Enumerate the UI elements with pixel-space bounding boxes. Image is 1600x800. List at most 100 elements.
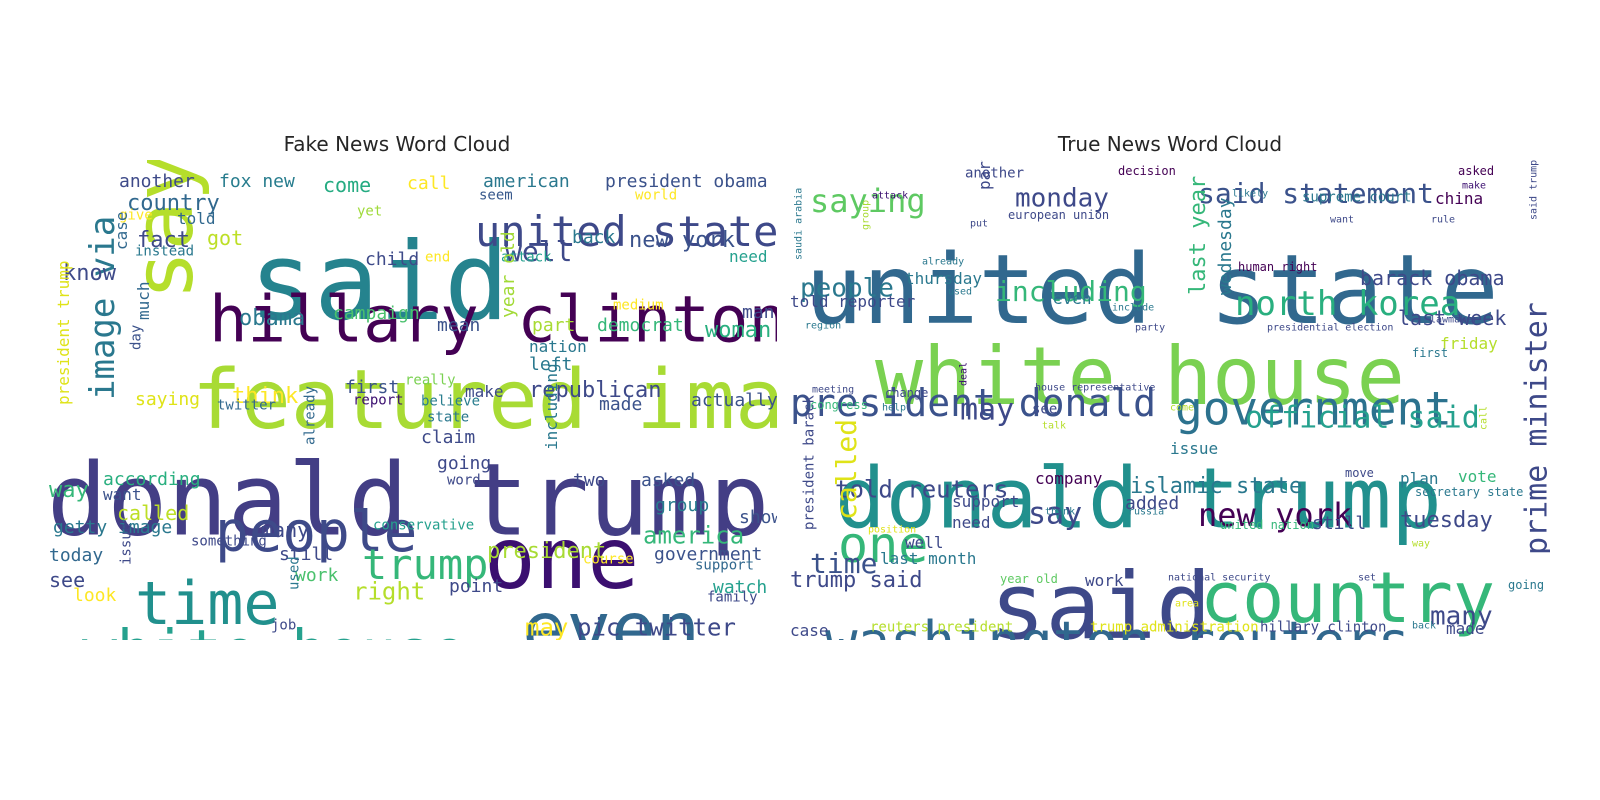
cloud-word: medium: [613, 298, 664, 314]
cloud-word: trump: [362, 540, 488, 589]
cloud-word: still: [279, 544, 333, 565]
cloud-word: man: [742, 302, 775, 323]
cloud-word: issue: [1170, 439, 1218, 458]
cloud-word: today: [49, 545, 103, 566]
cloud-word: people: [800, 273, 894, 303]
cloud-word: really: [405, 373, 456, 389]
cloud-word: president obama: [605, 171, 768, 192]
cloud-word: pic twitter: [577, 614, 736, 640]
cloud-word: yet: [357, 204, 382, 220]
cloud-word: china: [1435, 189, 1483, 208]
cloud-word: need: [729, 247, 768, 266]
cloud-word: saying: [135, 389, 200, 410]
cloud-word: wednesday: [1215, 197, 1236, 295]
cloud-word: country: [1200, 557, 1495, 639]
cloud-word: case: [790, 621, 829, 640]
cloud-word: time: [810, 547, 877, 580]
cloud-word: new york: [629, 228, 735, 253]
cloud-word: talk: [1042, 420, 1066, 431]
cloud-word: even: [1053, 289, 1092, 308]
cloud-word: islamic state: [1130, 474, 1302, 499]
cloud-word: america: [643, 522, 744, 550]
cloud-word: vote: [1458, 467, 1497, 486]
cloud-word: white house: [82, 617, 466, 640]
cloud-word: need: [952, 513, 991, 532]
cloud-word: thursday: [905, 269, 982, 288]
cloud-word: featured image: [192, 353, 777, 448]
cloud-word: one: [838, 516, 928, 574]
cloud-word: trump administration: [1090, 620, 1259, 636]
cloud-word: going: [437, 453, 491, 474]
cloud-word: united nation: [1220, 518, 1314, 532]
cloud-word: year old: [498, 231, 519, 318]
cloud-word: part: [975, 160, 994, 190]
cloud-word: mean: [437, 315, 480, 336]
cloud-word: said: [249, 220, 509, 345]
cloud-word: call: [1478, 406, 1489, 430]
cloud-word: united state: [805, 234, 1499, 346]
cloud-word: seem: [479, 188, 513, 204]
cloud-word: two: [573, 470, 606, 491]
cloud-word: already: [303, 386, 319, 445]
cloud-word: include: [1112, 302, 1154, 313]
cloud-word: meeting: [812, 384, 854, 395]
cloud-word: including: [995, 275, 1147, 308]
cloud-word: work: [295, 565, 339, 586]
cloud-word: supreme court: [1302, 190, 1412, 206]
cloud-word: want: [103, 485, 142, 504]
cloud-word: plan: [1400, 469, 1439, 488]
cloud-word: put: [970, 218, 988, 229]
cloud-word: hillary clinton: [209, 283, 777, 357]
cloud-word: first: [345, 377, 399, 398]
cloud-word: may: [525, 614, 568, 640]
cloud-word: first: [1412, 346, 1448, 360]
cloud-word: donald trump: [47, 441, 769, 558]
cloud-word: american: [483, 171, 570, 192]
cloud-word: told: [177, 209, 216, 228]
cloud-word: party: [1135, 322, 1165, 333]
cloud-word: called: [117, 501, 189, 525]
cloud-word: got: [207, 226, 243, 250]
cloud-word: made: [1446, 619, 1485, 638]
cloud-word: want: [1330, 214, 1354, 225]
cloud-word: likely: [1232, 188, 1268, 199]
cloud-word: lawmaker: [1430, 314, 1478, 325]
cloud-word: campaign: [333, 303, 420, 324]
cloud-word: one: [484, 509, 639, 609]
cloud-word: conservative: [373, 518, 474, 534]
cloud-word: added: [1125, 493, 1179, 514]
cloud-word: company: [1035, 469, 1103, 488]
cloud-word: president donald: [790, 381, 1156, 425]
cloud-word: last month: [880, 549, 976, 568]
cloud-word: attack: [872, 190, 908, 201]
cloud-word: nation: [529, 337, 587, 356]
cloud-word: know: [63, 261, 117, 286]
cloud-word: asked: [641, 470, 695, 491]
cloud-word: work: [1085, 571, 1124, 590]
cloud-word: back: [1412, 620, 1436, 631]
cloud-word: last year: [1186, 176, 1211, 295]
cloud-word: make: [1462, 180, 1486, 191]
cloud-word: move: [1345, 466, 1374, 480]
cloud-word: make: [465, 382, 504, 401]
cloud-word: course: [583, 552, 634, 568]
cloud-word: deal: [958, 362, 969, 386]
cloud-word: human right: [1238, 260, 1317, 274]
cloud-word: official said: [1245, 401, 1480, 436]
cloud-word: day: [129, 325, 145, 350]
cloud-word: government: [1175, 381, 1452, 435]
cloud-word: something: [191, 534, 267, 550]
fake-panel-title: Fake News Word Cloud: [283, 132, 511, 156]
cloud-word: going: [1508, 578, 1544, 592]
cloud-word: secretary state: [1415, 485, 1523, 499]
cloud-word: told reuters: [835, 476, 1008, 504]
cloud-word: said trump: [1528, 160, 1539, 220]
cloud-word: report: [353, 393, 404, 409]
cloud-word: image via: [83, 216, 123, 400]
cloud-word: way: [49, 478, 89, 503]
cloud-word: new york: [1198, 496, 1352, 534]
cloud-word: claim: [421, 427, 475, 448]
cloud-word: democrat: [597, 315, 684, 336]
cloud-word: look: [73, 585, 117, 606]
